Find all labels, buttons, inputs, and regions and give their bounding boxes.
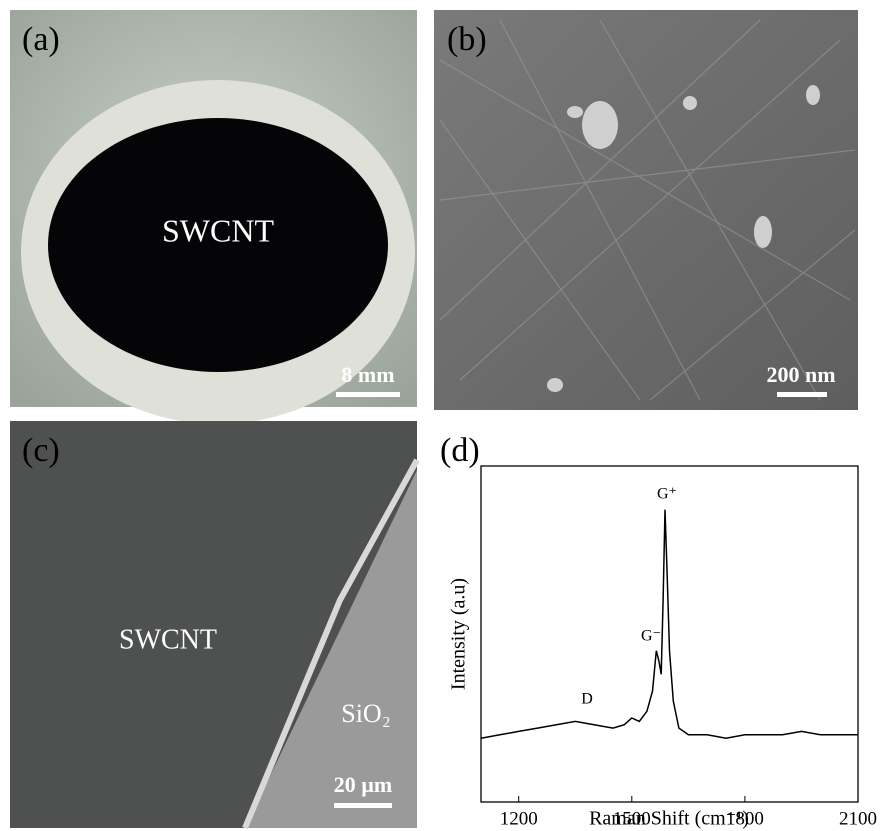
film [48,118,388,372]
panel-label: (a) [22,21,60,58]
peak-annotation: G⁻ [641,628,661,645]
panel-label: (c) [22,432,60,469]
sem-image [434,10,858,410]
annotation: SiO₂ [341,699,391,728]
substrate [245,470,417,828]
x-tick-label: 1500 [613,808,651,829]
particles [547,85,820,392]
panel-label: (d) [440,432,480,469]
nanotubes [439,19,856,401]
x-tick-label: 1800 [726,808,764,829]
scale-bar [777,392,827,397]
spectrum-line [480,509,858,739]
peak-annotation: G⁺ [657,486,677,503]
panel-a: (a) SWCNT 8 mm [10,10,417,424]
panel-label: (b) [447,21,487,58]
scale-bar-label: 200 nm [766,362,835,387]
x-tick-label: 2100 [839,808,877,829]
x-tick-label: 1200 [500,808,538,829]
peak-annotation: D [581,691,593,708]
x-axis-label: Raman Shift (cm⁻¹) [589,808,749,830]
panel-b: (b) 200 nm [434,10,858,410]
panel-d: (d) Raman Shift (cm⁻¹) Intensity (a.u) 1… [440,432,877,830]
scale-bar-label: 8 mm [341,362,394,387]
scale-bar [334,803,392,808]
plot-frame [480,465,859,803]
edge [242,458,420,830]
annotation: SWCNT [119,624,217,655]
y-axis-label: Intensity (a.u) [448,578,470,690]
scale-bar-label: 20 µm [334,772,393,797]
scale-bar [336,392,400,397]
panel-c: (c) SWCNT SiO₂ 20 µm [10,421,420,830]
annotation: SWCNT [162,212,274,248]
